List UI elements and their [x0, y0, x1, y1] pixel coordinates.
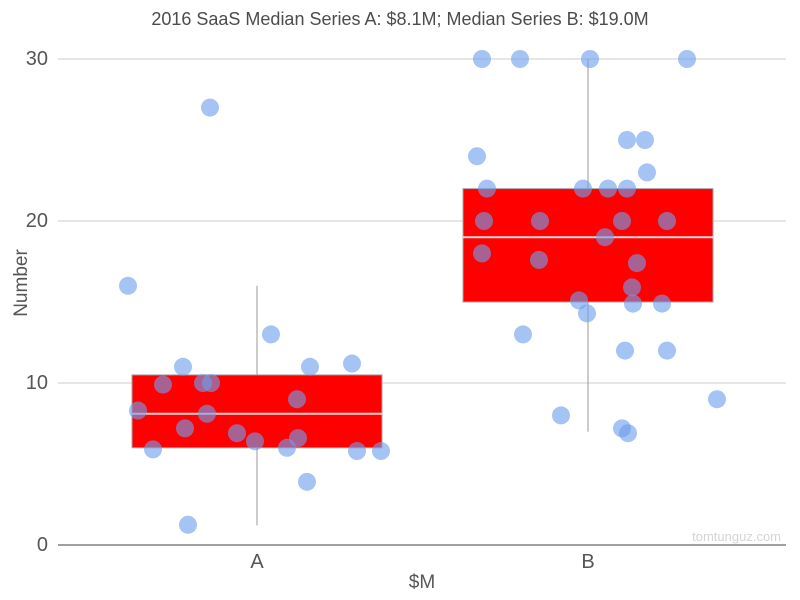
x-tick-label: B	[581, 551, 595, 573]
scatter-point-b	[623, 278, 641, 297]
scatter-point-b	[473, 244, 491, 263]
y-tick-label: 10	[25, 372, 48, 394]
scatter-point-b	[552, 406, 570, 425]
scatter-point-b	[511, 50, 529, 68]
scatter-point-b	[619, 424, 637, 443]
scatter-point-a	[298, 472, 316, 491]
y-tick-label: 0	[36, 534, 48, 556]
scatter-point-b	[618, 179, 636, 198]
scatter-point-a	[278, 438, 296, 457]
scatter-point-b	[628, 254, 646, 273]
scatter-point-a	[228, 424, 246, 443]
y-tick-label: 30	[25, 48, 48, 70]
scatter-point-b	[475, 212, 493, 230]
scatter-point-b	[624, 294, 642, 313]
scatter-point-b	[636, 131, 654, 149]
scatter-point-b	[638, 163, 656, 182]
scatter-point-a	[179, 515, 197, 534]
scatter-point-a	[288, 390, 306, 409]
scatter-point-b	[478, 179, 496, 198]
scatter-point-a	[348, 442, 366, 461]
scatter-point-a	[262, 325, 280, 344]
watermark: tomtunguz.com	[692, 529, 781, 544]
scatter-point-b	[581, 50, 599, 68]
scatter-point-b	[531, 212, 549, 230]
scatter-point-b	[678, 50, 696, 68]
scatter-point-a	[176, 419, 194, 438]
scatter-point-b	[613, 212, 631, 230]
x-axis-label: $M	[408, 572, 436, 593]
scatter-point-a	[246, 432, 264, 451]
scatter-point-b	[616, 341, 634, 360]
scatter-point-b	[599, 179, 617, 198]
scatter-point-b	[468, 147, 486, 166]
scatter-point-a	[202, 374, 220, 392]
scatter-point-a	[301, 357, 319, 376]
scatter-point-b	[578, 304, 596, 323]
scatter-point-a	[129, 401, 147, 420]
chart-title: 2016 SaaS Median Series A: $8.1M; Median…	[151, 9, 649, 29]
scatter-point-a	[144, 440, 162, 459]
scatter-point-a	[198, 404, 216, 423]
y-tick-label: 20	[25, 210, 48, 232]
scatter-point-b	[574, 179, 592, 198]
scatter-point-a	[372, 442, 390, 461]
scatter-point-b	[653, 294, 671, 313]
scatter-point-a	[154, 375, 172, 394]
scatter-point-b	[473, 50, 491, 68]
scatter-point-b	[658, 212, 676, 230]
scatter-point-b	[514, 325, 532, 344]
scatter-point-b	[596, 228, 614, 247]
scatter-point-b	[708, 390, 726, 409]
scatter-point-a	[174, 357, 192, 376]
scatter-point-a	[343, 354, 361, 373]
scatter-point-b	[530, 250, 548, 269]
scatter-point-a	[201, 98, 219, 117]
box-b	[462, 188, 714, 303]
scatter-point-b	[618, 131, 636, 149]
x-tick-label: A	[250, 551, 264, 573]
scatter-point-b	[570, 291, 588, 310]
scatter-point-a	[119, 276, 137, 295]
scatter-point-b	[658, 341, 676, 360]
